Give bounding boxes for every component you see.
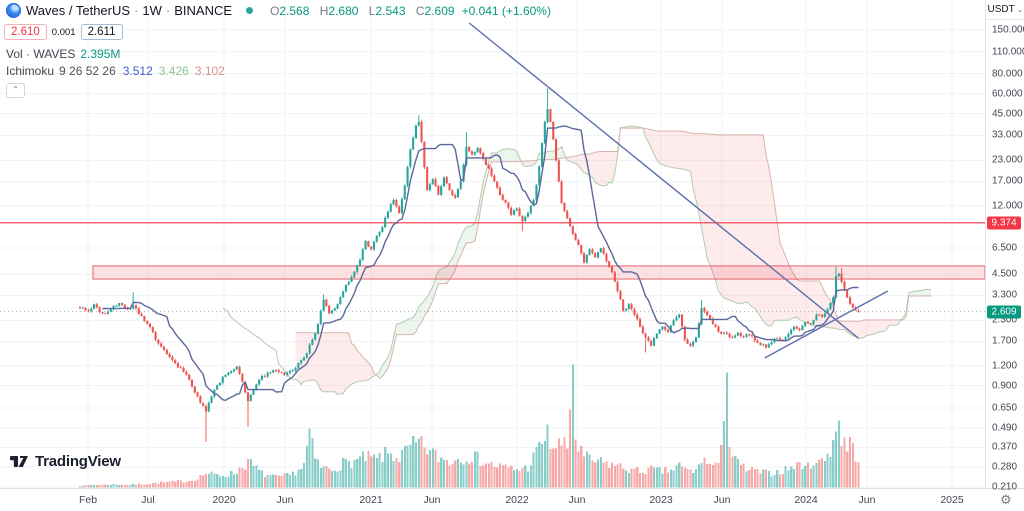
time-tick-label: Jun (276, 494, 294, 506)
chart-legend: Waves / TetherUS · 1W · BINANCE O2.568 H… (4, 3, 551, 98)
price-tick-label: 1.700 (992, 335, 1018, 347)
price-tick-label: 60.000 (992, 88, 1023, 100)
time-tick-label: Jun (568, 494, 586, 506)
price-tick-label: 0.370 (992, 441, 1018, 453)
volume-indicator-row[interactable]: Vol · WAVES 2.395M (6, 47, 551, 61)
low-value: 2.543 (375, 3, 406, 18)
price-tick-label: 110.000 (992, 46, 1024, 58)
close-value: 2.609 (424, 3, 455, 18)
exchange-label: BINANCE (174, 3, 233, 18)
volume-label: Vol · WAVES (6, 47, 76, 61)
bid-button[interactable]: 2.610 (4, 24, 47, 40)
time-tick-label: Jun (858, 494, 876, 506)
price-tick-label: 3.300 (992, 289, 1018, 301)
ask-button[interactable]: 2.611 (80, 24, 123, 40)
symbol-title: Waves / TetherUS (26, 3, 131, 18)
volume-pane (79, 364, 860, 488)
bid-ask-row: 2.610 0.001 2.611 (4, 24, 551, 40)
price-tick-label: 23.000 (992, 154, 1023, 166)
price-zone-drawing[interactable] (92, 265, 986, 280)
volume-up-bars (81, 364, 840, 488)
grid-lines (0, 0, 985, 488)
ichimoku-span-a-value: 3.426 (158, 64, 189, 78)
low-label: L (368, 3, 376, 18)
time-tick-label: 2025 (940, 494, 964, 506)
senkou-span-a-line (222, 125, 932, 395)
chevron-down-icon: ⌄ (1016, 5, 1024, 14)
candlestick-series (79, 88, 860, 442)
baseline-line (102, 125, 859, 401)
close-label: C (415, 3, 425, 18)
time-tick-label: 2024 (794, 494, 818, 506)
price-tick-label: 150.000 (992, 24, 1024, 36)
currency-label: USDT (987, 4, 1015, 15)
price-axis-currency-button[interactable]: USDT ⌄ (986, 0, 1024, 20)
waves-logo-icon (6, 3, 21, 18)
legend-collapse-button[interactable]: ⌃ (6, 83, 25, 98)
price-tick-label: 1.200 (992, 360, 1018, 372)
market-status-icon (246, 7, 254, 14)
ichimoku-label: Ichimoku (6, 64, 55, 78)
price-tick-label: 0.650 (992, 402, 1018, 414)
alert-price-label[interactable]: 9.374 (987, 216, 1021, 230)
tradingview-logo[interactable]: TradingView (10, 452, 121, 471)
price-tick-label: 45.000 (992, 108, 1023, 120)
time-tick-label: 2023 (649, 494, 673, 506)
price-tick-label: 0.900 (992, 380, 1018, 392)
price-tick-label: 2.300 (992, 314, 1018, 326)
time-tick-label: Jun (423, 494, 441, 506)
price-tick-label: 0.490 (992, 422, 1018, 434)
symbol-row[interactable]: Waves / TetherUS · 1W · BINANCE O2.568 H… (6, 3, 551, 18)
volume-value: 2.395M (80, 47, 121, 61)
senkou-span-b-line (295, 127, 932, 380)
interval-label: 1W (142, 3, 162, 18)
ichimoku-indicator-row[interactable]: Ichimoku 9 26 52 26 3.512 3.426 3.102 (6, 64, 551, 78)
current-price-label: 2.609 (987, 305, 1021, 319)
high-value: 2.680 (328, 3, 359, 18)
price-tick-label: 4.500 (992, 268, 1018, 280)
high-label: H (319, 3, 329, 18)
price-tick-label: 17.000 (992, 175, 1023, 187)
price-axis[interactable]: USDT ⌄ 150.000 110.000 80.000 60.000 45.000 3… (985, 0, 1024, 492)
open-value: 2.568 (279, 3, 310, 18)
open-label: O (270, 3, 280, 18)
time-tick-label: Jul (141, 494, 155, 506)
gear-icon[interactable]: ⚙ (1000, 492, 1012, 507)
time-tick-label: Jun (713, 494, 731, 506)
price-tick-label: 0.280 (992, 461, 1018, 473)
ichimoku-cloud (222, 125, 932, 395)
price-tick-label: 12.000 (992, 200, 1023, 212)
price-tick-label: 6.500 (992, 242, 1018, 254)
change-value: +0.041 (+1.60%) (461, 3, 551, 18)
time-tick-label: 2022 (505, 494, 529, 506)
ichimoku-conversion-value: 3.512 (122, 64, 153, 78)
time-tick-label: 2021 (359, 494, 383, 506)
volume-down-bars (79, 409, 860, 488)
ascending-trendline[interactable] (764, 290, 889, 359)
cloud-bearish-area (295, 127, 901, 395)
time-tick-label: 2020 (212, 494, 236, 506)
price-tick-label: 80.000 (992, 68, 1023, 80)
ohlc-values: O2.568 H2.680 L2.543 C2.609 (263, 4, 455, 18)
tradingview-logo-text: TradingView (35, 453, 121, 470)
time-tick-label: Feb (78, 494, 98, 506)
separator: · (134, 3, 139, 18)
tradingview-logo-icon (10, 456, 28, 467)
ichimoku-params: 9 26 52 26 (59, 64, 116, 78)
descending-trendline[interactable] (468, 22, 859, 339)
time-axis[interactable]: Feb Jul 2020 Jun 2021 Jun 2022 Jun 2023 Jun 2024 Ju… (0, 488, 1024, 511)
price-tick-label: 0.210 (992, 481, 1018, 493)
ichimoku-span-b-value: 3.102 (194, 64, 225, 78)
price-tick-label: 33.000 (992, 129, 1023, 141)
separator: · (165, 3, 171, 18)
spread-value: 0.001 (51, 26, 76, 38)
